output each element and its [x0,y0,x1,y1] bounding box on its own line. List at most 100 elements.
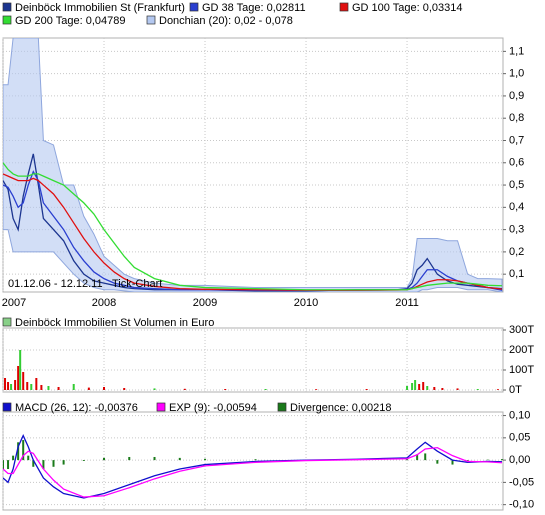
y-tick-label: 0T [509,384,522,396]
y-tick-label: -0,05 [509,476,534,488]
bar [264,389,267,390]
bar [103,457,106,461]
bar [153,456,156,461]
y-tick-label: 0,8 [509,112,524,124]
y-tick-label: 0,5 [509,179,524,191]
bar [451,460,454,465]
series-line [3,173,503,291]
series-line [3,446,503,498]
donchian-band [3,38,503,292]
bar [456,388,459,390]
y-tick-label: 0,9 [509,90,524,102]
legend-label: Deinböck Immobilien St (Frankfurt) [15,2,185,14]
legend-label: Divergence: 0,00218 [290,402,392,414]
plot-area [4,350,499,390]
y-tick-label: 0,10 [509,409,530,421]
legend-label: GD 100 Tage: 0,03314 [352,2,463,14]
bar [224,389,227,390]
bar [19,350,22,390]
legend-label: MACD (26, 12): -0,00376 [15,402,138,414]
bar [7,460,10,470]
x-tick-label: 2010 [294,297,318,309]
bar [30,384,33,390]
legend-label: GD 200 Tage: 0,04789 [15,15,126,27]
bar [72,384,75,390]
legend-swatch [2,317,12,327]
y-tick-label: 1,0 [509,68,524,80]
bar [7,382,10,390]
bar [52,460,55,467]
bar [414,380,417,390]
bar [123,388,126,390]
bar [47,386,50,390]
bar [14,380,17,390]
bar [62,460,65,465]
bar [496,389,499,390]
bar [424,453,427,461]
x-tick-label: 2011 [395,297,419,309]
legend-swatch [2,402,12,412]
bar [40,385,43,390]
bar [204,458,207,461]
x-tick-label: 2007 [2,297,26,309]
bar [26,382,29,390]
y-tick-label: 0,1 [509,268,524,280]
x-tick-label: 2009 [193,297,217,309]
bar [87,387,90,390]
y-tick-label: 0,3 [509,224,524,236]
bar [22,372,25,390]
y-tick-label: 200T [509,344,534,356]
bar [17,366,20,390]
legend-swatch [189,2,199,12]
legend-swatch [2,15,12,25]
bar [3,460,4,470]
legend-label: Deinböck Immobilien St Volumen in Euro [15,317,214,329]
bar [441,388,444,390]
bar [32,460,35,467]
y-tick-label: 100T [509,364,534,376]
plot-area [3,434,503,499]
y-tick-label: 0,6 [509,157,524,169]
bar [406,459,409,461]
legend-label: Donchian (20): 0,02 - 0,078 [159,15,293,27]
series-line [3,162,503,291]
bar [500,459,503,461]
bar [406,386,409,390]
bar [57,387,60,390]
series-line [3,153,503,292]
bar [42,460,45,470]
y-tick-label: -0,10 [509,499,534,511]
legend-swatch [339,2,349,12]
bar [128,456,131,461]
legend-label: GD 38 Tage: 0,02811 [202,2,306,14]
bar [82,460,85,461]
legend-swatch [156,402,166,412]
y-tick-label: 0,05 [509,432,530,444]
bar [103,387,106,390]
bar [183,388,186,390]
plot-frame [2,327,504,393]
bar [153,388,156,390]
legend-label: EXP (9): -0,00594 [169,402,257,414]
bar [12,455,15,461]
bar [10,384,13,390]
bar [178,457,181,461]
y-tick-label: 0,4 [509,201,524,213]
y-tick-label: 300T [509,324,534,336]
bar [466,460,469,461]
bar [35,378,38,390]
bar [4,378,7,390]
bar [411,383,414,390]
series-line [3,170,503,292]
x-tick-label: 2008 [92,297,116,309]
bar [315,389,318,390]
y-tick-label: 0,2 [509,246,524,258]
bar [365,389,368,390]
watermark: Tick-Chart [112,278,162,290]
bar [433,387,436,390]
legend-swatch [2,2,12,12]
plot-area [3,38,503,292]
y-tick-label: 1,1 [509,45,524,57]
bar [27,455,30,461]
